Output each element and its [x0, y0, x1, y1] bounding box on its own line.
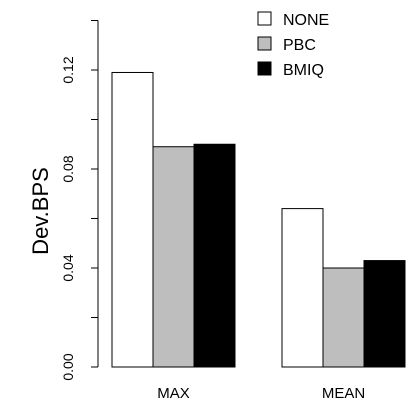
bar-max-pbc — [152, 146, 195, 368]
bar-max-none — [111, 71, 154, 368]
legend: NONE PBC BMIQ — [257, 11, 329, 79]
category-labels: MAX MEAN — [157, 385, 365, 402]
bar-mean-pbc — [322, 267, 365, 368]
y-tick-label: 0.00 — [60, 353, 76, 380]
y-axis: 0.00 0.04 0.08 0.12 — [60, 20, 99, 381]
bar-mean-bmiq — [363, 260, 406, 368]
bar-mean-none — [281, 208, 324, 368]
y-tick-label: 0.12 — [60, 56, 76, 83]
category-label-max: MAX — [157, 385, 190, 402]
y-tick-label: 0.04 — [60, 254, 76, 281]
bar-max-bmiq — [193, 143, 236, 368]
legend-label-none: NONE — [283, 12, 329, 29]
legend-label-bmiq: BMIQ — [283, 62, 324, 79]
bars — [111, 71, 406, 368]
y-tick-label: 0.08 — [60, 155, 76, 182]
legend-label-pbc: PBC — [283, 37, 316, 54]
legend-swatch-bmiq — [257, 61, 272, 76]
category-label-mean: MEAN — [322, 385, 365, 402]
legend-swatch-pbc — [257, 36, 272, 51]
y-axis-label: Dev.BPS — [28, 167, 53, 255]
legend-swatch-none — [257, 11, 272, 26]
